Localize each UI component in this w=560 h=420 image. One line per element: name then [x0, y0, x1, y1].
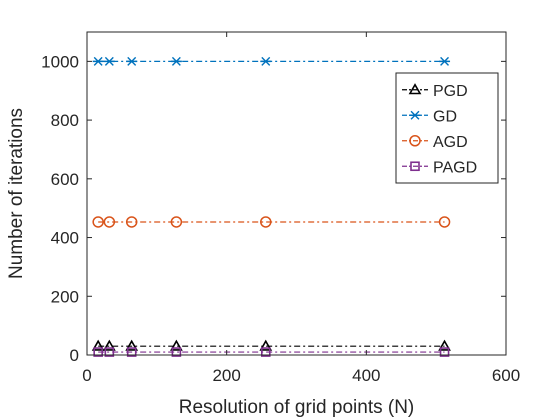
data-point	[438, 216, 451, 228]
data-point	[93, 347, 103, 357]
y-tick-label: 0	[70, 346, 79, 365]
data-point	[260, 56, 272, 66]
data-point	[92, 216, 104, 228]
legend-item-gd: GD	[402, 108, 457, 125]
data-point	[438, 339, 451, 351]
data-point	[103, 56, 115, 66]
triangle-marker	[438, 339, 451, 351]
asterisk-marker	[260, 56, 272, 66]
x-tick-label: 400	[352, 366, 380, 385]
asterisk-marker	[170, 56, 182, 66]
circle-marker	[409, 135, 421, 147]
x-tick-label: 0	[82, 366, 91, 385]
y-tick-label: 800	[51, 111, 79, 130]
axes-box	[86, 31, 507, 356]
legend-marker	[410, 161, 420, 172]
square-marker	[104, 347, 115, 357]
triangle-marker	[170, 339, 183, 351]
asterisk-marker	[103, 56, 115, 66]
legend-marker	[408, 83, 422, 95]
legend-box	[395, 72, 499, 184]
legend-marker	[409, 135, 421, 147]
data-point	[439, 347, 450, 357]
circle-marker	[125, 216, 138, 228]
y-tick-label: 200	[51, 287, 79, 306]
data-point	[259, 339, 273, 351]
axes: 0 200 400 600 0 200 400 600 800 1000	[41, 31, 520, 385]
y-tick-label: 600	[51, 170, 79, 189]
data-point	[260, 347, 271, 357]
legend-item-pgd: PGD	[402, 83, 468, 100]
y-tick-label: 400	[51, 229, 79, 248]
data-point	[170, 56, 182, 66]
data-point	[104, 347, 115, 357]
y-axis-label: Number of iterations	[6, 108, 27, 279]
triangle-marker	[102, 339, 116, 351]
triangle-marker	[91, 339, 105, 351]
square-marker	[260, 347, 271, 357]
square-marker	[410, 161, 420, 172]
legend-marker	[409, 110, 421, 120]
legend: PGD GD AGD PAGD	[395, 72, 499, 184]
asterisk-marker	[126, 56, 138, 66]
circle-marker	[170, 216, 183, 228]
series-pgd	[91, 339, 451, 351]
x-tick-label: 200	[212, 366, 240, 385]
legend-label: PAGD	[433, 159, 477, 176]
circle-marker	[438, 216, 451, 228]
square-marker	[439, 347, 450, 357]
data-point	[126, 347, 137, 357]
data-point	[171, 347, 182, 357]
series-layer	[91, 56, 451, 357]
x-axis-label: Resolution of grid points (N)	[179, 397, 415, 418]
legend-item-pagd: PAGD	[402, 159, 477, 176]
legend-label: AGD	[433, 134, 468, 151]
asterisk-marker	[409, 110, 421, 120]
legend-label: GD	[433, 108, 457, 125]
square-marker	[93, 347, 103, 357]
data-point	[170, 216, 183, 228]
asterisk-marker	[92, 56, 104, 66]
data-point	[170, 339, 183, 351]
data-point	[439, 56, 451, 66]
legend-label: PGD	[433, 83, 468, 100]
data-point	[102, 339, 116, 351]
circle-marker	[103, 216, 116, 228]
data-point	[125, 216, 138, 228]
x-tick-label: 600	[492, 366, 520, 385]
data-point	[91, 339, 105, 351]
series-agd	[92, 216, 451, 228]
asterisk-marker	[439, 56, 451, 66]
triangle-marker	[259, 339, 273, 351]
y-tick-label: 1000	[41, 52, 79, 71]
circle-marker	[92, 216, 104, 228]
data-point	[92, 56, 104, 66]
data-point	[126, 56, 138, 66]
data-point	[260, 216, 272, 228]
square-marker	[126, 347, 137, 357]
series-pagd	[93, 347, 450, 357]
legend-item-agd: AGD	[402, 134, 468, 151]
triangle-marker	[408, 83, 422, 95]
triangle-marker	[125, 339, 139, 351]
data-point	[103, 216, 116, 228]
circle-marker	[260, 216, 272, 228]
series-gd	[92, 56, 451, 66]
data-point	[125, 339, 139, 351]
square-marker	[171, 347, 182, 357]
